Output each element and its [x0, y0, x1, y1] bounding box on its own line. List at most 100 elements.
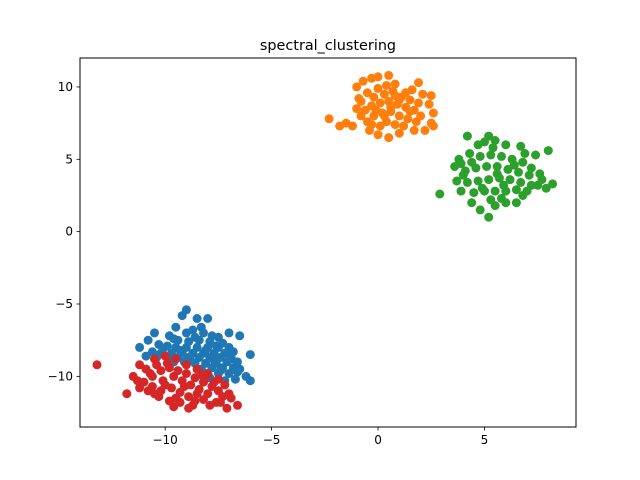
scatter-point-s1-42 — [369, 92, 379, 102]
scatter-point-s3-20 — [184, 403, 194, 413]
scatter-point-s0-74 — [226, 354, 236, 364]
scatter-point-s3-59 — [190, 396, 200, 406]
scatter-point-s1-47 — [414, 98, 423, 108]
y-tick-label: 0 — [65, 225, 73, 239]
scatter-point-s0-63 — [224, 369, 234, 378]
scatter-point-s3-51 — [179, 382, 189, 391]
scatter-point-s3-56 — [162, 358, 172, 368]
scatter-point-s1-59 — [379, 111, 389, 121]
scatter-point-s2-4 — [501, 140, 511, 150]
scatter-point-s2-51 — [486, 195, 496, 205]
scatter-point-s2-26 — [486, 150, 496, 160]
axes-frame — [79, 57, 577, 428]
scatter-point-s3-15 — [233, 400, 242, 410]
scatter-point-s3-47 — [184, 392, 194, 402]
scatter-point-s2-25 — [475, 151, 485, 161]
points-layer — [92, 70, 558, 413]
scatter-point-s1-61 — [390, 91, 400, 101]
scatter-point-s3-1 — [122, 389, 132, 399]
scatter-point-s1-41 — [356, 111, 366, 121]
scatter-point-s2-19 — [456, 186, 466, 196]
scatter-point-s2-35 — [503, 164, 513, 174]
scatter-point-s2-59 — [520, 149, 530, 158]
scatter-point-s0-1 — [177, 311, 187, 321]
scatter-point-s2-63 — [456, 159, 466, 169]
scatter-point-s1-32 — [390, 120, 400, 130]
scatter-point-s1-9 — [373, 72, 383, 82]
scatter-point-s2-40 — [484, 175, 494, 185]
scatter-point-s0-65 — [230, 374, 240, 384]
y-tick-label: −5 — [55, 297, 73, 311]
scatter-point-s1-48 — [362, 88, 372, 98]
y-tick-label: −10 — [48, 369, 73, 383]
scatter-point-s2-56 — [467, 157, 477, 167]
scatter-point-s3-55 — [145, 369, 155, 378]
scatter-point-s3-37 — [147, 382, 157, 391]
scatter-point-s2-3 — [490, 136, 500, 145]
scatter-point-s0-71 — [158, 344, 168, 354]
scatter-point-s3-60 — [205, 400, 215, 410]
scatter-point-s2-9 — [548, 179, 558, 189]
scatter-point-s1-53 — [411, 117, 421, 127]
scatter-point-s0-18 — [188, 325, 198, 335]
x-axis: −10 −5 0 5 — [152, 427, 488, 447]
scatter-point-s1-2 — [348, 121, 357, 131]
scatter-point-s2-34 — [492, 162, 502, 171]
scatter-point-s3-16 — [222, 403, 232, 413]
scatter-point-s3-61 — [169, 402, 179, 412]
scatter-point-s1-33 — [399, 121, 409, 131]
scatter-point-s1-50 — [382, 81, 391, 90]
scatter-point-s1-51 — [407, 85, 417, 95]
scatter-point-s1-58 — [371, 105, 381, 115]
scatter-point-s1-21 — [394, 128, 404, 138]
scatter-point-s0-15 — [245, 376, 255, 386]
y-tick-label: 5 — [65, 152, 73, 166]
scatter-point-s2-54 — [492, 169, 502, 179]
scatter-point-s2-58 — [458, 170, 468, 180]
scatter-point-s0-10 — [143, 335, 153, 345]
scatter-point-s1-6 — [358, 76, 368, 86]
scatter-point-s1-46 — [405, 95, 415, 105]
scatter-point-s1-18 — [420, 125, 430, 135]
scatter-point-s3-4 — [135, 360, 145, 370]
scatter-point-s1-15 — [424, 99, 434, 109]
scatter-point-s1-0 — [324, 114, 334, 124]
scatter-point-s1-19 — [428, 121, 438, 131]
scatter-point-s1-10 — [384, 70, 394, 80]
scatter-point-s0-2 — [192, 314, 202, 323]
scatter-point-s2-57 — [499, 180, 509, 190]
scatter-point-s2-0 — [462, 131, 472, 141]
scatter-point-s0-69 — [190, 332, 200, 342]
scatter-point-s1-8 — [352, 82, 362, 92]
scatter-point-s3-7 — [171, 354, 181, 364]
scatter-point-s2-49 — [511, 185, 521, 195]
scatter-point-s0-8 — [235, 331, 245, 341]
scatter-point-s1-55 — [367, 120, 377, 130]
scatter-point-s2-52 — [497, 193, 506, 203]
scatter-point-s0-19 — [199, 328, 208, 338]
scatter-point-s2-61 — [473, 140, 483, 150]
scatter-point-s0-70 — [211, 341, 221, 351]
scatter-point-s1-36 — [375, 98, 385, 108]
scatter-point-s1-54 — [375, 121, 385, 131]
scatter-point-s2-53 — [477, 183, 487, 193]
scatter-point-s0-72 — [175, 345, 185, 355]
scatter-point-s2-37 — [524, 170, 534, 180]
chart-title: spectral_clustering — [260, 38, 396, 54]
scatter-point-s0-11 — [135, 342, 145, 352]
scatter-point-s2-6 — [531, 150, 541, 160]
scatter-point-s2-18 — [467, 198, 477, 208]
scatter-point-s2-36 — [514, 167, 523, 177]
scatter-point-s3-39 — [169, 371, 179, 381]
scatter-point-s2-33 — [482, 162, 492, 171]
scatter-point-s2-30 — [526, 163, 536, 173]
scatter-point-s3-36 — [152, 360, 162, 370]
scatter-point-s3-53 — [209, 377, 219, 387]
scatter-point-s0-7 — [224, 328, 234, 338]
scatter-point-s2-24 — [465, 149, 475, 158]
scatter-point-s3-6 — [160, 351, 170, 361]
scatter-point-s3-12 — [220, 380, 230, 390]
scatter-point-s2-27 — [497, 151, 506, 161]
scatter-point-s1-60 — [405, 107, 415, 116]
scatter-point-s0-12 — [245, 350, 255, 360]
